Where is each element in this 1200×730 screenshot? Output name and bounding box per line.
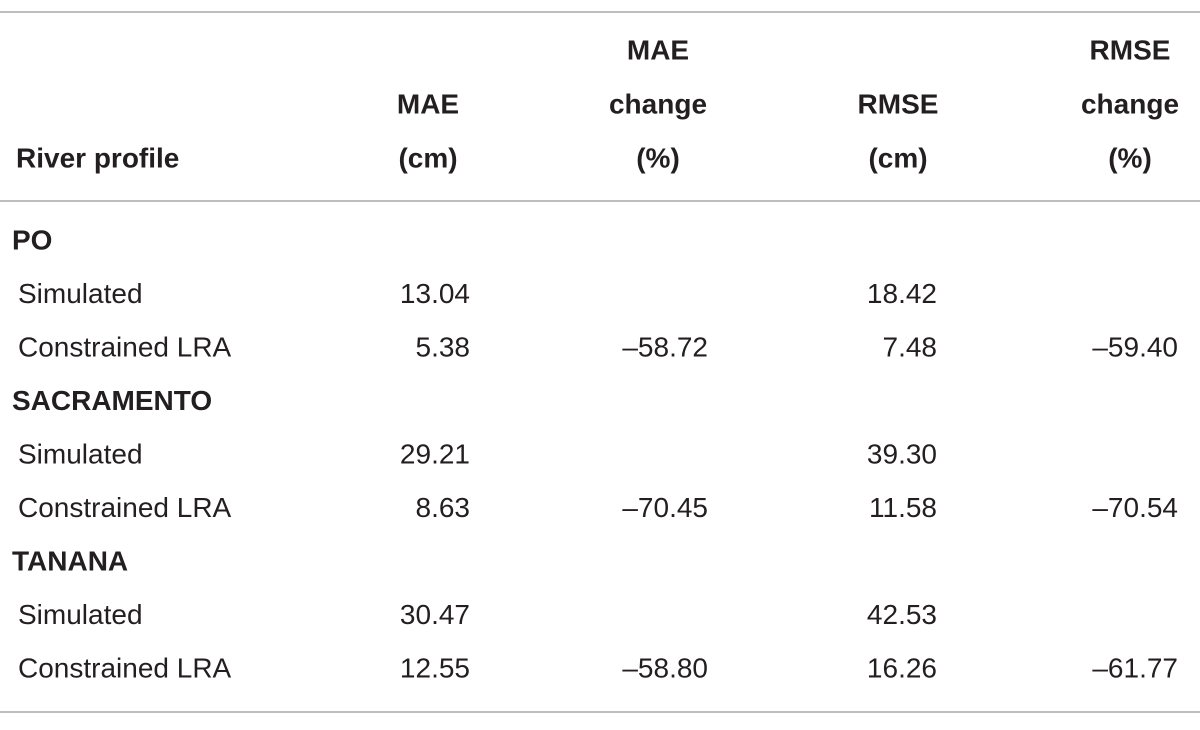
cell: 42.53 bbox=[867, 599, 937, 630]
header-cell: change bbox=[1081, 88, 1179, 119]
cell: 29.21 bbox=[400, 438, 470, 469]
header-cell: River profile bbox=[16, 142, 179, 173]
header-cell: change bbox=[609, 88, 707, 119]
cell: 16.26 bbox=[867, 652, 937, 683]
group-label: SACRAMENTO bbox=[12, 385, 212, 416]
group-label: PO bbox=[12, 224, 52, 255]
cell: 7.48 bbox=[883, 331, 938, 362]
cell: 30.47 bbox=[400, 599, 470, 630]
row-label: Simulated bbox=[18, 278, 143, 309]
header-cell: RMSE bbox=[858, 88, 939, 119]
cell: –70.45 bbox=[622, 492, 708, 523]
header-cell: (cm) bbox=[868, 142, 927, 173]
row-label: Constrained LRA bbox=[18, 331, 232, 362]
group-label: TANANA bbox=[12, 545, 128, 576]
cell: –58.80 bbox=[622, 652, 708, 683]
cell: –59.40 bbox=[1092, 331, 1178, 362]
header-cell: RMSE bbox=[1090, 34, 1171, 65]
cell: 8.63 bbox=[416, 492, 471, 523]
cell: –61.77 bbox=[1092, 652, 1178, 683]
cell: 5.38 bbox=[416, 331, 471, 362]
header-cell: (cm) bbox=[398, 142, 457, 173]
header-cell: (%) bbox=[1108, 142, 1152, 173]
cell: –70.54 bbox=[1092, 492, 1178, 523]
cell: –58.72 bbox=[622, 331, 708, 362]
row-label: Constrained LRA bbox=[18, 492, 232, 523]
cell: 39.30 bbox=[867, 438, 937, 469]
header-cell: MAE bbox=[627, 34, 689, 65]
row-label: Simulated bbox=[18, 599, 143, 630]
cell: 12.55 bbox=[400, 652, 470, 683]
header-cell: (%) bbox=[636, 142, 680, 173]
cell: 11.58 bbox=[869, 492, 937, 523]
row-label: Constrained LRA bbox=[18, 652, 232, 683]
cell: 13.04 bbox=[400, 278, 470, 309]
row-label: Simulated bbox=[18, 438, 143, 469]
header-cell: MAE bbox=[397, 88, 459, 119]
cell: 18.42 bbox=[867, 278, 937, 309]
